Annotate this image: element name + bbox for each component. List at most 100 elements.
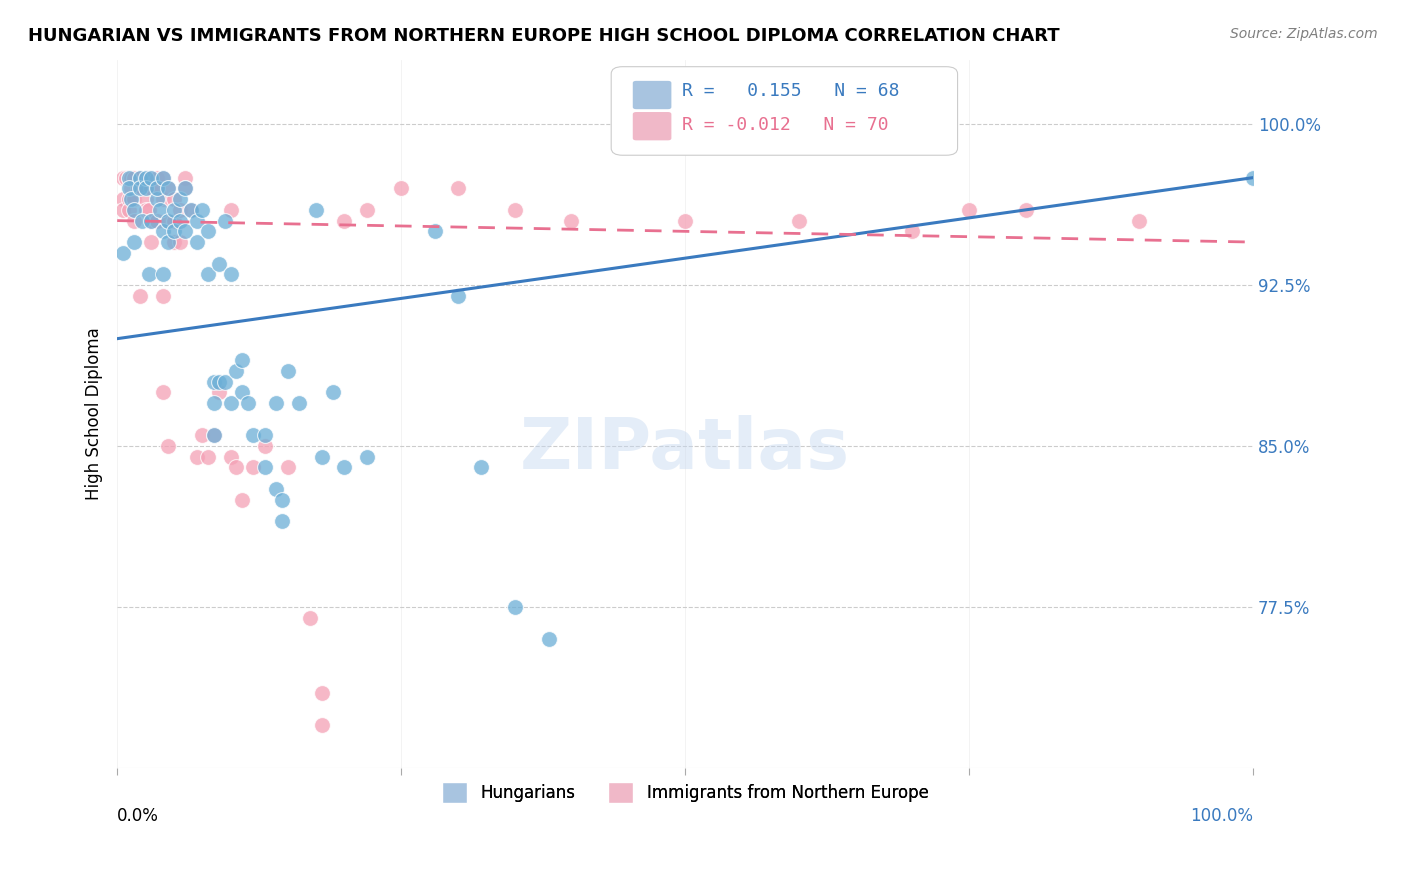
Point bbox=[141, 213, 163, 227]
Point bbox=[1015, 202, 1038, 217]
Point bbox=[299, 611, 322, 625]
Point bbox=[131, 213, 153, 227]
Point bbox=[141, 170, 163, 185]
Point bbox=[219, 202, 242, 217]
Point bbox=[214, 375, 236, 389]
Point bbox=[197, 267, 219, 281]
Point bbox=[180, 202, 202, 217]
Point bbox=[127, 181, 149, 195]
Point bbox=[503, 600, 526, 615]
Point bbox=[242, 460, 264, 475]
Point bbox=[277, 460, 299, 475]
Point bbox=[122, 192, 145, 206]
Point bbox=[169, 235, 191, 249]
Point bbox=[174, 170, 197, 185]
Point bbox=[163, 192, 186, 206]
Point bbox=[146, 181, 169, 195]
Point bbox=[152, 267, 174, 281]
Point bbox=[264, 396, 287, 410]
Point bbox=[129, 289, 152, 303]
Point bbox=[305, 202, 328, 217]
Point bbox=[152, 170, 174, 185]
Point bbox=[157, 235, 180, 249]
Text: 0.0%: 0.0% bbox=[117, 806, 159, 825]
Point bbox=[673, 213, 696, 227]
Point bbox=[115, 170, 138, 185]
Point bbox=[219, 450, 242, 464]
Point bbox=[146, 213, 169, 227]
Text: R = -0.012   N = 70: R = -0.012 N = 70 bbox=[682, 116, 889, 134]
Point bbox=[135, 170, 157, 185]
Point bbox=[1241, 170, 1264, 185]
Text: HUNGARIAN VS IMMIGRANTS FROM NORTHERN EUROPE HIGH SCHOOL DIPLOMA CORRELATION CHA: HUNGARIAN VS IMMIGRANTS FROM NORTHERN EU… bbox=[28, 27, 1060, 45]
Point bbox=[214, 213, 236, 227]
Point bbox=[311, 450, 333, 464]
Point bbox=[186, 450, 208, 464]
Point bbox=[138, 170, 160, 185]
Point bbox=[202, 375, 225, 389]
Point bbox=[163, 235, 186, 249]
Point bbox=[236, 396, 259, 410]
Point bbox=[560, 213, 582, 227]
Point bbox=[186, 213, 208, 227]
Point bbox=[202, 396, 225, 410]
Point bbox=[957, 202, 980, 217]
Point bbox=[157, 213, 180, 227]
FancyBboxPatch shape bbox=[612, 67, 957, 155]
Point bbox=[356, 450, 378, 464]
Point bbox=[169, 202, 191, 217]
Point bbox=[333, 213, 356, 227]
Point bbox=[174, 181, 197, 195]
Point bbox=[117, 192, 139, 206]
Point bbox=[425, 224, 447, 238]
Point bbox=[270, 492, 292, 507]
Point bbox=[447, 289, 470, 303]
Point bbox=[389, 181, 412, 195]
Point bbox=[122, 202, 145, 217]
Point bbox=[311, 718, 333, 732]
Point bbox=[129, 181, 152, 195]
Point bbox=[174, 224, 197, 238]
Point bbox=[122, 213, 145, 227]
Point bbox=[163, 213, 186, 227]
Point bbox=[253, 428, 276, 442]
Point bbox=[470, 460, 492, 475]
Point bbox=[135, 202, 157, 217]
Point bbox=[146, 170, 169, 185]
Point bbox=[197, 224, 219, 238]
Point bbox=[242, 428, 264, 442]
Point bbox=[191, 428, 214, 442]
Point bbox=[1128, 213, 1150, 227]
Y-axis label: High School Diploma: High School Diploma bbox=[86, 327, 103, 500]
Point bbox=[122, 170, 145, 185]
Point bbox=[146, 192, 169, 206]
Point bbox=[120, 192, 142, 206]
Point bbox=[141, 235, 163, 249]
Point bbox=[225, 460, 247, 475]
Point bbox=[270, 514, 292, 528]
Point bbox=[152, 385, 174, 400]
Point bbox=[129, 170, 152, 185]
Point bbox=[253, 460, 276, 475]
Point bbox=[129, 181, 152, 195]
Point bbox=[152, 170, 174, 185]
Point bbox=[146, 181, 169, 195]
Point bbox=[129, 170, 152, 185]
Point bbox=[163, 202, 186, 217]
Point bbox=[120, 181, 142, 195]
Point bbox=[231, 385, 253, 400]
Point bbox=[163, 224, 186, 238]
Point bbox=[231, 353, 253, 368]
Point bbox=[208, 375, 231, 389]
Point bbox=[197, 450, 219, 464]
Point bbox=[231, 492, 253, 507]
Point bbox=[120, 170, 142, 185]
Point bbox=[131, 181, 153, 195]
Point bbox=[537, 632, 560, 647]
Point bbox=[149, 202, 172, 217]
Point bbox=[152, 289, 174, 303]
Point bbox=[322, 385, 344, 400]
Point bbox=[219, 267, 242, 281]
Point bbox=[288, 396, 311, 410]
Point bbox=[122, 235, 145, 249]
